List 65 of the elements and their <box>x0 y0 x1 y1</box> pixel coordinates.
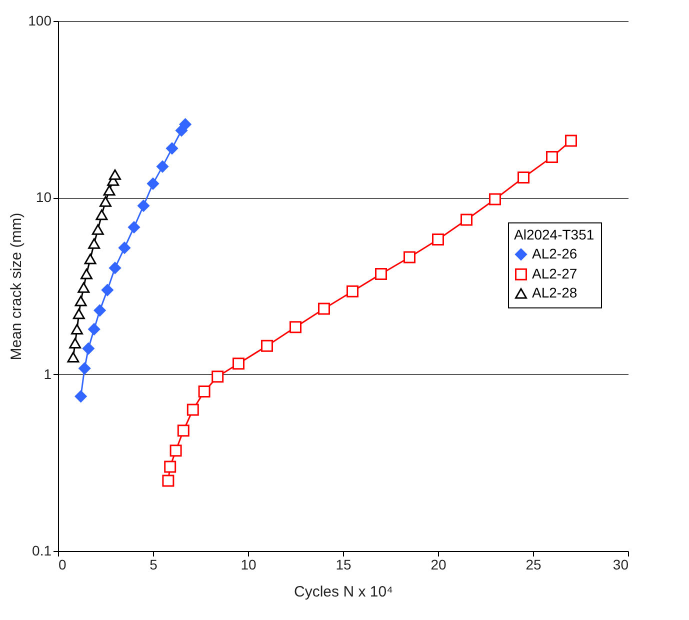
x-tick-label: 20 <box>430 556 446 572</box>
point <box>80 268 92 280</box>
point <box>88 238 100 249</box>
point <box>84 254 96 264</box>
legend-title: Al2024-T351 <box>514 226 594 242</box>
point <box>103 185 116 196</box>
point <box>261 340 273 352</box>
x-tick-label: 10 <box>240 556 256 572</box>
point <box>460 214 472 226</box>
x-axis-title: Cycles N x 10⁴ <box>294 584 393 600</box>
point <box>78 282 90 293</box>
point <box>128 221 140 234</box>
legend-label: AL2-26 <box>532 245 578 262</box>
point <box>179 118 192 130</box>
point <box>92 224 104 235</box>
point <box>489 193 501 206</box>
point <box>69 338 82 349</box>
point <box>138 200 150 212</box>
legend-label: AL2-28 <box>532 284 578 300</box>
point <box>82 342 94 355</box>
point <box>74 390 87 402</box>
point <box>100 196 112 207</box>
point <box>94 304 106 316</box>
x-tick-label: 5 <box>150 556 158 572</box>
point <box>432 233 444 246</box>
point <box>78 362 91 374</box>
point <box>546 150 558 163</box>
point <box>162 474 174 487</box>
point <box>186 404 199 416</box>
point <box>565 134 577 147</box>
x-tick-label: 30 <box>612 556 629 572</box>
point <box>74 296 87 306</box>
point <box>156 160 168 173</box>
point <box>164 460 176 473</box>
y-axis-title: Mean crack size (mm) <box>8 212 26 360</box>
point <box>290 321 302 334</box>
point <box>232 358 244 370</box>
point <box>109 169 121 180</box>
point <box>101 284 114 296</box>
y-tick-label: 10 <box>36 189 52 206</box>
point <box>518 172 530 184</box>
legend-label: AL2-27 <box>532 265 578 282</box>
x-tick-label: 15 <box>336 556 352 572</box>
point <box>118 242 130 254</box>
y-tick-label: 0.1 <box>32 542 52 558</box>
y-tick-label: 100 <box>28 12 52 28</box>
point <box>166 142 178 154</box>
point <box>375 268 387 280</box>
point <box>71 324 83 335</box>
point <box>147 178 159 190</box>
point <box>72 308 85 320</box>
point <box>346 285 358 298</box>
point <box>170 444 182 457</box>
point <box>198 385 210 398</box>
x-tick-label: 25 <box>526 556 542 572</box>
y-tick-label: 1 <box>44 366 52 382</box>
point <box>177 424 190 437</box>
point <box>67 352 80 363</box>
point <box>88 323 100 336</box>
point <box>96 209 108 220</box>
point <box>212 370 224 383</box>
point <box>318 302 330 315</box>
point <box>109 262 121 274</box>
point <box>404 251 416 264</box>
x-tick-label: 0 <box>58 556 66 572</box>
